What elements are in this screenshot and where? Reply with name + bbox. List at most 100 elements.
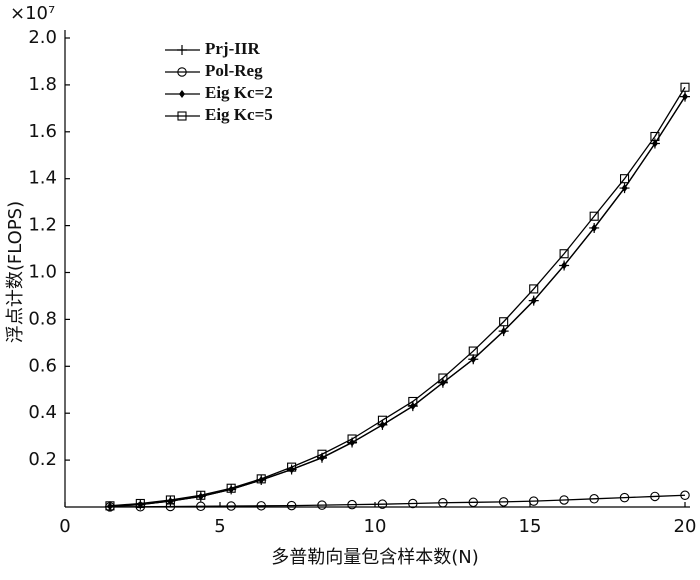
marker <box>650 491 660 502</box>
x-tick-label: 0 <box>59 516 70 537</box>
marker-shape <box>177 45 187 55</box>
marker-shape <box>589 211 599 221</box>
marker-shape <box>379 420 386 429</box>
marker-shape <box>468 346 478 356</box>
marker <box>651 139 658 148</box>
y-tick-label: 0.8 <box>28 308 57 329</box>
marker <box>377 415 387 425</box>
marker <box>179 90 185 98</box>
marker-shape <box>226 483 236 493</box>
marker-shape <box>499 317 509 327</box>
marker-shape <box>619 492 630 503</box>
marker <box>317 449 327 459</box>
marker <box>196 490 206 500</box>
marker-shape <box>591 223 598 232</box>
marker <box>379 420 386 429</box>
marker-shape <box>177 67 187 77</box>
marker <box>177 45 187 55</box>
marker-shape <box>409 402 416 411</box>
marker-shape <box>530 296 537 305</box>
marker <box>177 111 187 121</box>
marker-shape <box>286 500 297 511</box>
marker-shape <box>256 501 266 511</box>
series-line <box>109 86 686 507</box>
marker <box>256 501 266 511</box>
marker <box>377 499 388 509</box>
marker-shape <box>347 499 357 510</box>
marker <box>619 174 630 184</box>
marker <box>286 500 297 511</box>
legend-label: Pol-Reg <box>205 61 263 80</box>
marker-shape <box>439 378 446 387</box>
marker <box>528 496 539 506</box>
marker <box>256 474 266 484</box>
marker-shape <box>682 92 688 101</box>
series-line <box>109 96 686 507</box>
legend-label: Prj-IIR <box>205 39 260 58</box>
marker <box>105 501 115 511</box>
marker-shape <box>317 500 327 510</box>
marker <box>621 184 628 193</box>
x-axis-label: 多普勒向量包含样本数(N) <box>271 547 479 568</box>
marker-shape <box>196 490 206 500</box>
marker-shape <box>377 499 388 509</box>
marker <box>408 396 418 407</box>
marker-shape <box>196 501 206 512</box>
y-tick-label: 0.4 <box>28 402 57 423</box>
marker-shape <box>347 434 357 444</box>
x-tick-label: 20 <box>674 516 697 537</box>
marker <box>177 67 187 77</box>
series-line <box>109 96 686 507</box>
marker <box>470 355 477 364</box>
y-axis-label: 浮点计数(FLOPS) <box>5 201 26 343</box>
marker-shape <box>177 111 187 121</box>
x-tick-label: 10 <box>364 516 387 537</box>
y-tick-label: 1.2 <box>28 215 57 236</box>
marker-shape <box>135 498 145 509</box>
marker-shape <box>226 501 236 511</box>
marker-shape <box>408 396 418 407</box>
y-tick-label: 1.0 <box>28 262 57 283</box>
marker-shape <box>377 415 387 425</box>
marker <box>559 495 569 505</box>
marker-shape <box>559 495 569 505</box>
marker-shape <box>105 501 115 511</box>
marker-shape <box>651 139 658 148</box>
marker-shape <box>680 82 690 92</box>
marker <box>619 492 630 503</box>
marker <box>650 131 660 142</box>
legend-label: Eig Kc=5 <box>205 105 273 124</box>
marker-shape <box>529 284 539 294</box>
marker <box>468 346 478 356</box>
marker <box>438 498 448 508</box>
marker <box>682 92 688 101</box>
marker <box>439 378 446 387</box>
marker-shape <box>650 131 660 142</box>
marker <box>561 261 568 270</box>
marker-shape <box>317 449 327 459</box>
y-tick-label: 0.2 <box>28 449 57 470</box>
marker <box>106 502 113 511</box>
marker-shape <box>561 261 568 270</box>
marker <box>529 284 539 294</box>
y-tick-label: 0.6 <box>28 355 57 376</box>
marker <box>591 223 598 232</box>
marker <box>317 500 327 510</box>
x-tick-label: 15 <box>519 516 542 537</box>
x-tick-label: 5 <box>214 516 225 537</box>
marker <box>498 497 509 507</box>
marker-shape <box>650 491 660 502</box>
marker <box>347 499 357 510</box>
marker <box>226 483 236 493</box>
y-tick-label: 1.6 <box>28 121 57 142</box>
marker <box>589 211 599 221</box>
marker <box>347 434 357 444</box>
marker-shape <box>680 490 690 501</box>
marker <box>499 317 509 327</box>
series-line <box>109 494 686 508</box>
marker <box>438 373 448 383</box>
marker <box>559 249 569 259</box>
y-tick-label: 1.8 <box>28 74 57 95</box>
marker-shape <box>528 496 539 506</box>
marker <box>196 501 206 512</box>
